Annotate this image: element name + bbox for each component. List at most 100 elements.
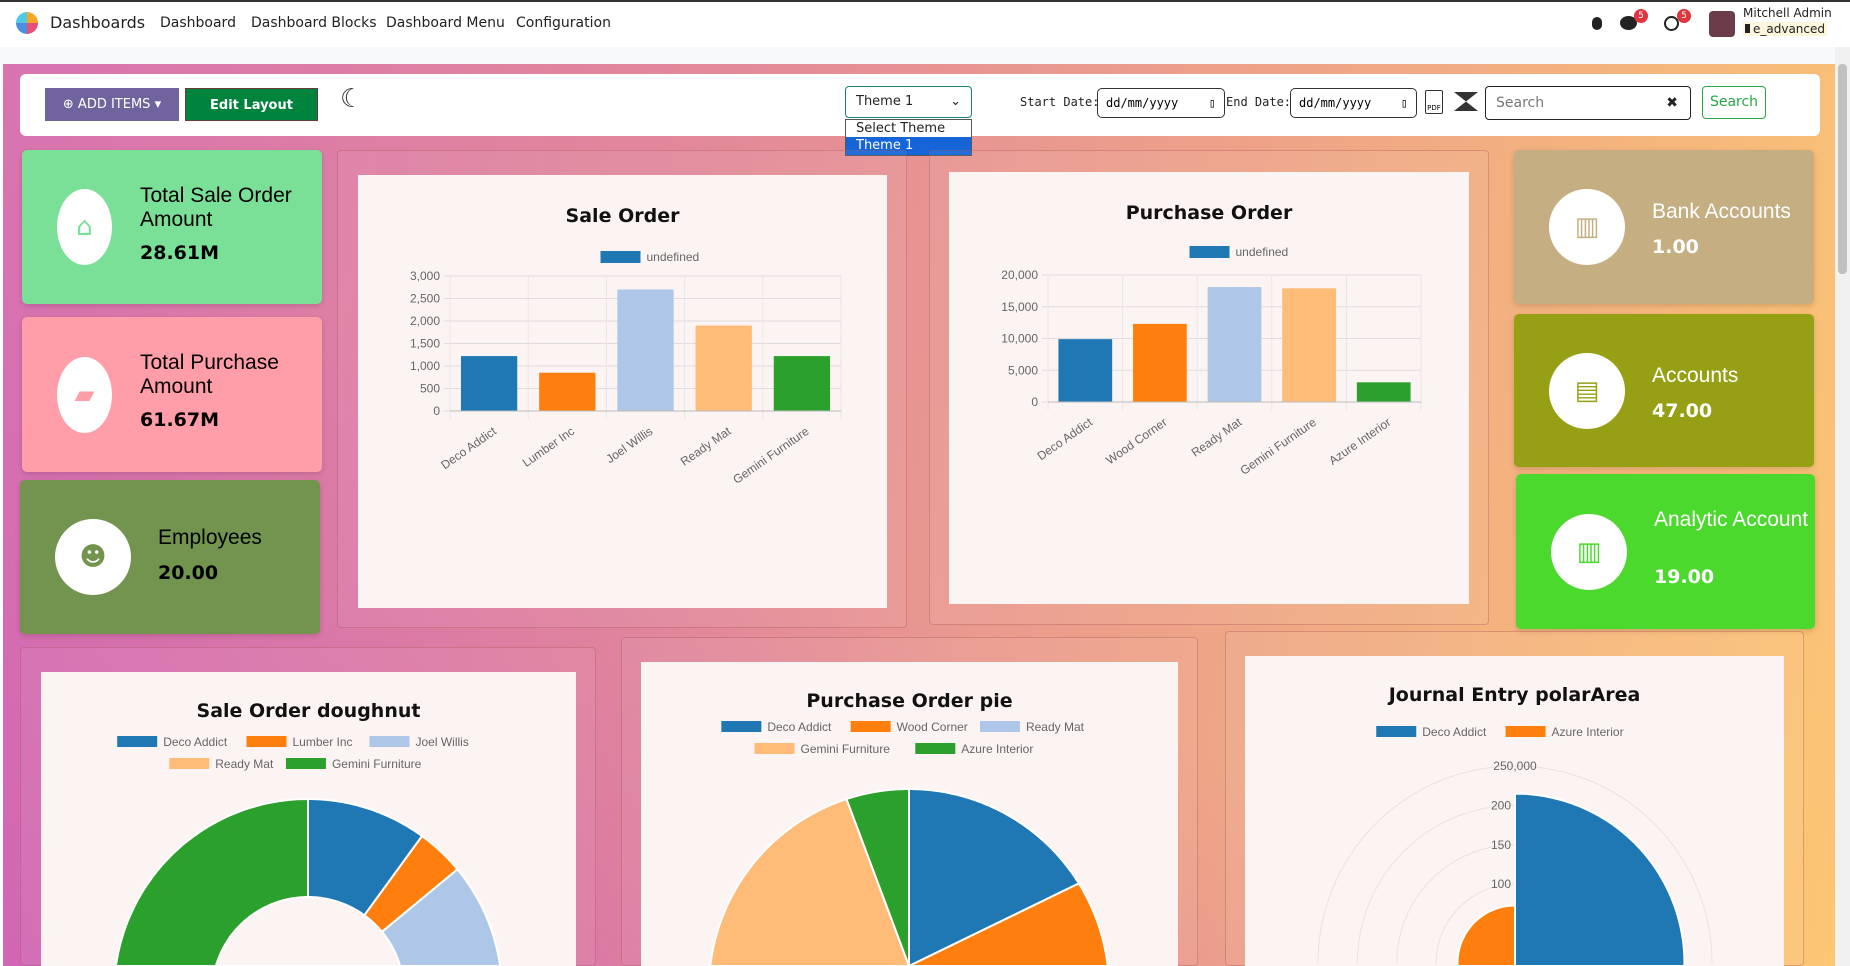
polar-segment (1514, 792, 1686, 966)
legend-label: undefined (1236, 245, 1289, 259)
address-card-icon: ▤ (1549, 352, 1625, 429)
radial-tick-label: 250,000 (1493, 759, 1537, 773)
slice (845, 788, 910, 966)
slice (908, 882, 1109, 966)
clock-icon[interactable] (1664, 16, 1679, 31)
theme-option-select-theme[interactable]: Select Theme (856, 121, 946, 136)
bar (773, 356, 831, 411)
slice (114, 797, 309, 966)
tile-value: 47.00 (1652, 400, 1713, 422)
chart-title: Journal Entry polarArea (1388, 684, 1641, 706)
legend-swatch (979, 721, 1020, 732)
nav-dashboard-blocks[interactable]: Dashboard Blocks (251, 15, 377, 31)
avatar[interactable] (1709, 11, 1735, 37)
user-name[interactable]: Mitchell Admin (1743, 6, 1832, 20)
bar (1058, 339, 1113, 402)
app-name[interactable]: Dashboards (50, 13, 146, 32)
tile-analytic-account[interactable]: ▥ Analytic Account 19.00 (1516, 474, 1815, 629)
x-tick-label: Joel Willis (603, 424, 655, 466)
tile-total-sale-order-amount[interactable]: ⌂ Total Sale Order Amount 28.61M (22, 150, 322, 304)
app-logo-icon[interactable] (16, 12, 38, 34)
tile-accounts[interactable]: ▤ Accounts 47.00 (1514, 314, 1814, 467)
purchase-order-pie-chart: Deco Addict Wood Corner Ready Mat Gemini Fu… (641, 662, 1178, 966)
chat-icon[interactable] (1620, 16, 1637, 30)
bar (1133, 323, 1187, 402)
chart-svg: undefined 0 5,000 10,000 15,000 20,000 Deco Ad… (1001, 245, 1422, 478)
bar (1356, 382, 1411, 402)
bar (617, 289, 674, 411)
tile-employees[interactable]: ☻ Employees 20.00 (20, 480, 320, 634)
theme-dropdown: Select Theme Theme 1 (845, 119, 972, 156)
add-items-button[interactable]: ⊕ ADD ITEMS ▾ (45, 88, 179, 121)
legend-swatch (285, 758, 326, 769)
chart-title: Sale Order (565, 205, 680, 227)
add-items-label: ADD ITEMS (77, 97, 151, 112)
pdf-label: PDF (1427, 104, 1441, 112)
tile-value: 1.00 (1652, 236, 1699, 258)
legend-label: undefined (647, 250, 700, 264)
chart-svg: Deco Addict Azure Interior 250,000 200 150 10… (1317, 725, 1713, 966)
search-button[interactable]: Search (1702, 86, 1766, 119)
top-navbar (0, 0, 1850, 47)
bug-icon[interactable] (1592, 17, 1602, 30)
edit-layout-button[interactable]: Edit Layout (185, 88, 318, 121)
polar-segment (1456, 904, 1516, 966)
scrollbar-thumb[interactable] (1838, 64, 1847, 274)
nav-dashboard-menu[interactable]: Dashboard Menu (386, 15, 505, 31)
tile-bank-accounts[interactable]: ▥ Bank Accounts 1.00 (1514, 150, 1814, 304)
legend-label: Azure Interior (1552, 725, 1624, 739)
slice (380, 867, 502, 966)
clear-search-icon[interactable]: ✖ (1666, 95, 1678, 111)
tile-title: Total Purchase Amount (140, 351, 279, 398)
scrollbar[interactable] (1835, 47, 1850, 966)
tile-title: Bank Accounts (1652, 200, 1791, 223)
activity-badge: 5 (1677, 9, 1691, 23)
pdf-export-icon[interactable]: PDF (1425, 90, 1443, 114)
database-name: e_advanced (1743, 22, 1828, 36)
legend-swatch (600, 251, 641, 263)
legend-label: Ready Mat (1026, 720, 1085, 734)
x-tick-label: Wood Corner (1103, 415, 1169, 467)
y-tick-label: 10,000 (1001, 332, 1038, 346)
legend-swatch (117, 736, 158, 747)
theme-option-theme-1[interactable]: Theme 1 (846, 137, 971, 155)
x-tick-label: Gemini Furniture (730, 424, 811, 487)
tile-value: 19.00 (1654, 566, 1715, 588)
y-tick-label: 0 (433, 404, 440, 418)
sale-order-chart: undefined 0 500 1,000 1,500 2,000 2,500 3,000 De… (358, 175, 887, 608)
calendar-icon[interactable]: ▯ (1208, 96, 1216, 110)
y-tick-label: 0 (1031, 395, 1038, 409)
legend-swatch (850, 721, 891, 732)
start-date-input[interactable]: dd/mm/yyyy ▯ (1097, 88, 1225, 118)
nav-configuration[interactable]: Configuration (516, 15, 611, 31)
theme-select[interactable]: Theme 1 ⌄ (845, 86, 972, 118)
y-tick-label: 20,000 (1001, 268, 1038, 282)
nav-dashboard[interactable]: Dashboard (160, 15, 236, 31)
tile-value: 61.67M (140, 409, 220, 431)
x-tick-label: Gemini Furniture (1238, 415, 1319, 478)
radial-gridline (1317, 765, 1713, 964)
legend-label: Deco Addict (163, 735, 228, 749)
y-tick-label: 500 (420, 382, 440, 396)
bar (1282, 288, 1336, 402)
calendar-icon[interactable]: ▯ (1400, 96, 1408, 110)
purchase-order-chart: undefined 0 5,000 10,000 15,000 20,000 Deco Ad… (949, 172, 1469, 604)
y-tick-label: 5,000 (1008, 363, 1038, 377)
x-tick-label: Ready Mat (678, 424, 734, 469)
y-tick-label: 1,500 (410, 337, 440, 351)
database-icon (1745, 24, 1750, 33)
chart-svg: Deco Addict Wood Corner Ready Mat Gemini Fu… (709, 720, 1109, 966)
legend-label: Lumber Inc (293, 735, 353, 749)
radial-tick-label: 100 (1491, 877, 1511, 891)
end-date-input[interactable]: dd/mm/yyyy ▯ (1290, 88, 1417, 118)
search-placeholder: Search (1496, 95, 1545, 111)
dark-mode-moon-icon[interactable]: ☾ (340, 84, 364, 114)
x-tick-label: Deco Addict (1035, 415, 1096, 464)
store-icon: ⌂ (57, 189, 112, 265)
legend-swatch (369, 736, 410, 747)
tile-total-purchase-amount[interactable]: ▰ Total Purchase Amount 61.67M (22, 317, 322, 472)
bar (539, 372, 596, 411)
slice (709, 797, 911, 966)
search-input[interactable]: Search ✖ (1485, 86, 1691, 120)
database-label: e_advanced (1753, 22, 1826, 36)
